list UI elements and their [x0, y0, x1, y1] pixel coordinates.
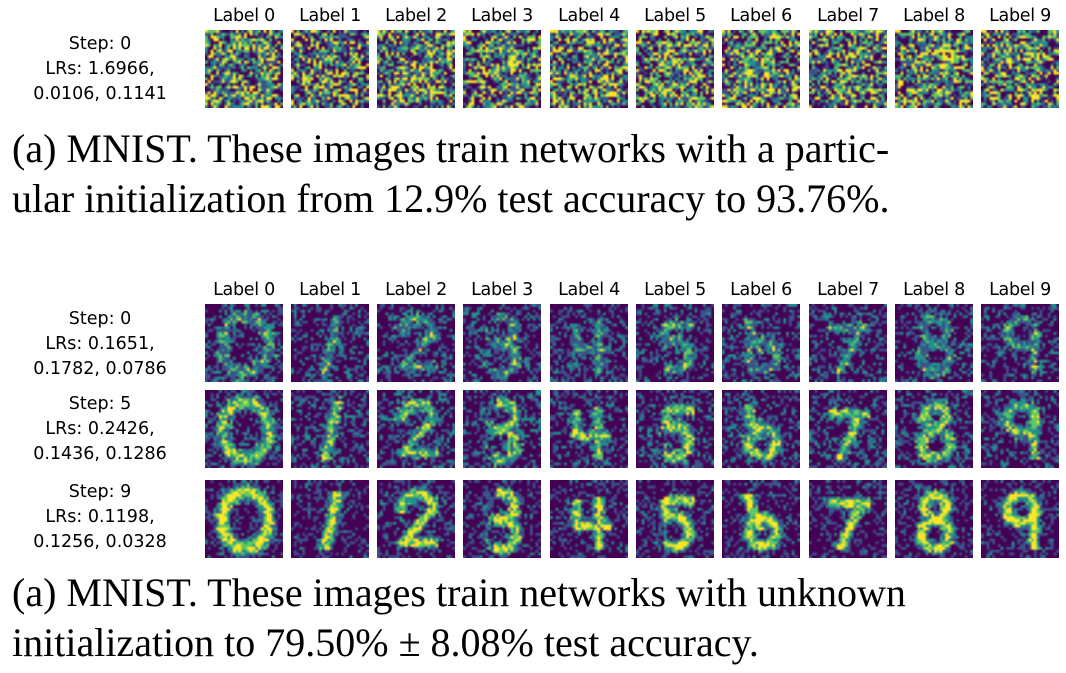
column-label: Label 5: [644, 6, 706, 26]
digit-image: [981, 480, 1059, 558]
digit-image: [205, 304, 283, 382]
digit-image: [895, 30, 973, 108]
column-label: Label 2: [385, 6, 447, 26]
column-label: Label 3: [471, 6, 533, 26]
digit-image: [377, 30, 455, 108]
column-label: Label 6: [730, 6, 792, 26]
column-label: Label 1: [299, 280, 361, 300]
figure-caption: (a) MNIST. These images train networks w…: [12, 568, 1062, 668]
column-label: Label 9: [989, 280, 1051, 300]
digit-image: [636, 390, 714, 468]
digit-image: [291, 304, 369, 382]
row-label: Step: 9 LRs: 0.1198, 0.1256, 0.0328: [0, 480, 200, 555]
digit-image: [291, 390, 369, 468]
column-label: Label 7: [817, 6, 879, 26]
digit-image: [809, 30, 887, 108]
column-label: Label 7: [817, 280, 879, 300]
digit-image: [981, 304, 1059, 382]
digit-image: [205, 480, 283, 558]
column-label: Label 2: [385, 280, 447, 300]
digit-image: [981, 390, 1059, 468]
digit-image: [550, 30, 628, 108]
digit-image: [895, 304, 973, 382]
digit-image: [722, 30, 800, 108]
column-label: Label 1: [299, 6, 361, 26]
digit-image: [809, 304, 887, 382]
digit-image: [291, 480, 369, 558]
digit-image: [809, 480, 887, 558]
column-label: Label 0: [213, 280, 275, 300]
image-row: Step: 0 LRs: 0.1651, 0.1782, 0.0786: [0, 304, 1066, 384]
row-label: Step: 0 LRs: 0.1651, 0.1782, 0.0786: [0, 307, 200, 382]
step-text: Step: 0: [68, 34, 132, 54]
lrs-text: 0.0106, 0.1141: [33, 84, 167, 104]
digit-image: [722, 390, 800, 468]
digit-image: [550, 304, 628, 382]
lrs-text: LRs: 0.1198,: [45, 507, 155, 527]
caption-line: (a) MNIST. These images train networks w…: [12, 570, 906, 615]
column-label: Label 3: [471, 280, 533, 300]
figure-caption: (a) MNIST. These images train networks w…: [12, 124, 1062, 224]
lrs-text: 0.1782, 0.0786: [33, 359, 167, 379]
caption-line: (a) MNIST. These images train networks w…: [12, 126, 890, 171]
digit-image: [205, 390, 283, 468]
digit-image: [550, 480, 628, 558]
digit-image: [463, 390, 541, 468]
digit-image: [463, 304, 541, 382]
digit-image: [636, 480, 714, 558]
row-label: Step: 0 LRs: 1.6966, 0.0106, 0.1141: [0, 32, 200, 107]
column-label: Label 6: [730, 280, 792, 300]
image-row: Step: 5 LRs: 0.2426, 0.1436, 0.1286: [0, 390, 1066, 470]
digit-image: [377, 390, 455, 468]
lrs-text: 0.1436, 0.1286: [33, 444, 167, 464]
digit-image: [377, 304, 455, 382]
image-row: Step: 9 LRs: 0.1198, 0.1256, 0.0328: [0, 480, 1066, 560]
digit-image: [981, 30, 1059, 108]
column-label: Label 5: [644, 280, 706, 300]
digit-image: [463, 30, 541, 108]
column-label: Label 4: [558, 6, 620, 26]
column-labels: Label 0 Label 1 Label 2 Label 3 Label 4 …: [0, 6, 1066, 30]
image-row: Step: 0 LRs: 1.6966, 0.0106, 0.1141: [0, 30, 1066, 110]
step-text: Step: 0: [68, 309, 132, 329]
digit-image: [463, 480, 541, 558]
column-label: Label 8: [903, 280, 965, 300]
digit-image: [722, 304, 800, 382]
digit-image: [205, 30, 283, 108]
digit-image: [636, 304, 714, 382]
lrs-text: 0.1256, 0.0328: [33, 532, 167, 552]
digit-image: [895, 480, 973, 558]
row-label: Step: 5 LRs: 0.2426, 0.1436, 0.1286: [0, 392, 200, 467]
digit-image: [895, 390, 973, 468]
lrs-text: LRs: 1.6966,: [45, 59, 155, 79]
column-labels: Label 0 Label 1 Label 2 Label 3 Label 4 …: [0, 280, 1066, 304]
column-label: Label 8: [903, 6, 965, 26]
column-label: Label 0: [213, 6, 275, 26]
column-label: Label 4: [558, 280, 620, 300]
caption-line: ular initialization from 12.9% test accu…: [12, 176, 890, 221]
digit-image: [809, 390, 887, 468]
digit-image: [550, 390, 628, 468]
step-text: Step: 9: [68, 482, 132, 502]
digit-image: [291, 30, 369, 108]
caption-line: initialization to 79.50% ± 8.08% test ac…: [12, 620, 759, 665]
column-label: Label 9: [989, 6, 1051, 26]
lrs-text: LRs: 0.2426,: [45, 419, 155, 439]
digit-image: [636, 30, 714, 108]
lrs-text: LRs: 0.1651,: [45, 334, 155, 354]
step-text: Step: 5: [68, 394, 132, 414]
digit-image: [722, 480, 800, 558]
digit-image: [377, 480, 455, 558]
